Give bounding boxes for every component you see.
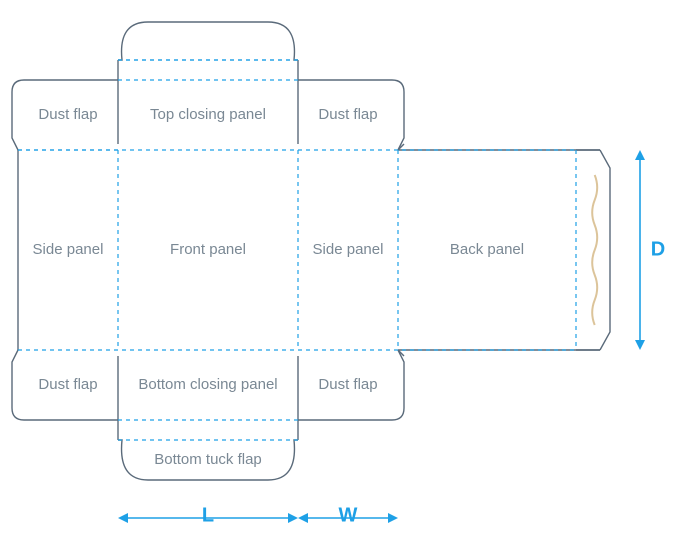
label-front: Front panel	[170, 241, 246, 258]
label-bot-closing: Bottom closing panel	[138, 376, 277, 393]
dimension-W: W	[339, 504, 358, 526]
label-dust-top-right: Dust flap	[318, 106, 377, 123]
dimension-L: L	[202, 504, 214, 526]
dimension-D: D	[651, 238, 665, 260]
label-side-right: Side panel	[313, 241, 384, 258]
label-dust-top-left: Dust flap	[38, 106, 97, 123]
label-side-left: Side panel	[33, 241, 104, 258]
label-top-closing: Top closing panel	[150, 106, 266, 123]
glue-strip	[592, 175, 597, 325]
label-back: Back panel	[450, 241, 524, 258]
label-dust-bot-left: Dust flap	[38, 376, 97, 393]
label-dust-bot-right: Dust flap	[318, 376, 377, 393]
box-dieline: Dust flap Top closing panel Dust flap Side …	[0, 0, 700, 550]
label-bottom-tuck: Bottom tuck flap	[154, 451, 262, 468]
